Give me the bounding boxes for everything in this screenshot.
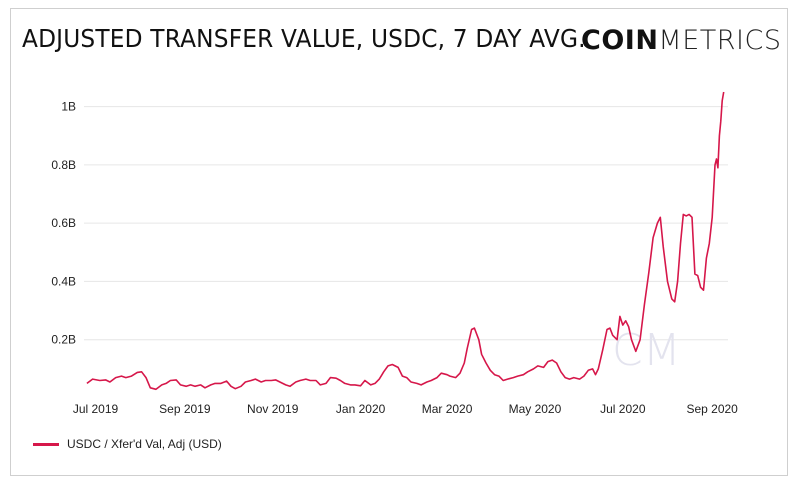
chart-frame bbox=[10, 8, 788, 476]
coinmetrics-logo: COINMETRICS bbox=[581, 25, 781, 56]
y-tick-label: 1B bbox=[61, 100, 76, 114]
y-tick-label: 0.2B bbox=[51, 333, 76, 347]
x-tick-label: May 2020 bbox=[509, 402, 562, 416]
watermark-text: CM bbox=[612, 325, 681, 376]
y-tick-label: 0.4B bbox=[51, 274, 76, 288]
logo-bold-text: COIN bbox=[581, 25, 659, 56]
series-line-usdc bbox=[86, 91, 725, 391]
x-axis: Jul 2019 Sep 2019 Nov 2019 Jan 2020 Mar 2020… bbox=[73, 402, 738, 416]
x-tick-label: Mar 2020 bbox=[422, 402, 473, 416]
legend-swatch bbox=[33, 442, 59, 446]
x-tick-label: Nov 2019 bbox=[247, 402, 299, 416]
legend[interactable]: USDC / Xfer'd Val, Adj (USD) bbox=[33, 437, 222, 451]
legend-label: USDC / Xfer'd Val, Adj (USD) bbox=[67, 437, 222, 451]
x-tick-label: Jul 2020 bbox=[600, 402, 646, 416]
x-tick-label: Jul 2019 bbox=[73, 402, 119, 416]
y-axis: 0.2B 0.4B 0.6B 0.8B 1B bbox=[51, 100, 76, 347]
x-tick-label: Jan 2020 bbox=[336, 402, 386, 416]
y-tick-label: 0.6B bbox=[51, 216, 76, 230]
x-tick-label: Sep 2019 bbox=[159, 402, 211, 416]
y-tick-label: 0.8B bbox=[51, 158, 76, 172]
x-tick-label: Sep 2020 bbox=[686, 402, 738, 416]
logo-light-text: METRICS bbox=[658, 25, 782, 56]
page-title: ADJUSTED TRANSFER VALUE, USDC, 7 DAY AVG… bbox=[22, 24, 586, 53]
grid-lines bbox=[84, 106, 728, 341]
